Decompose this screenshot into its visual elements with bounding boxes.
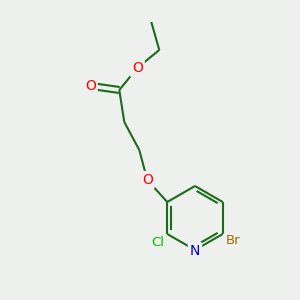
Text: O: O	[132, 61, 143, 75]
Text: N: N	[190, 244, 200, 258]
Text: Br: Br	[225, 235, 240, 248]
Text: Cl: Cl	[151, 236, 164, 248]
Text: O: O	[142, 173, 153, 187]
Text: O: O	[85, 79, 96, 93]
